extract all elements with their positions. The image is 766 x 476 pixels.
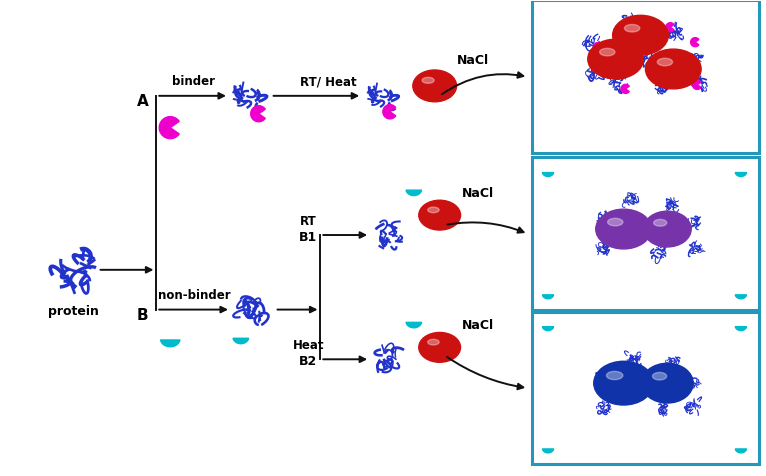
Ellipse shape <box>653 219 666 226</box>
Text: protein: protein <box>48 305 100 318</box>
Polygon shape <box>542 327 554 330</box>
Wedge shape <box>383 105 396 119</box>
Polygon shape <box>735 449 747 453</box>
Ellipse shape <box>588 39 643 79</box>
Polygon shape <box>542 173 554 177</box>
Text: B1: B1 <box>300 230 318 244</box>
Polygon shape <box>161 340 180 347</box>
Bar <box>532 312 759 464</box>
Text: RT/ Heat: RT/ Heat <box>300 75 357 89</box>
Wedge shape <box>691 38 699 47</box>
Polygon shape <box>233 338 249 344</box>
Ellipse shape <box>641 363 693 403</box>
Polygon shape <box>735 173 747 177</box>
Polygon shape <box>735 295 747 299</box>
Ellipse shape <box>653 372 666 380</box>
Ellipse shape <box>413 70 457 102</box>
Ellipse shape <box>643 211 691 247</box>
Text: RT: RT <box>300 215 317 228</box>
Text: binder: binder <box>172 75 214 89</box>
Wedge shape <box>593 42 601 51</box>
Polygon shape <box>542 449 554 453</box>
Wedge shape <box>666 23 674 32</box>
Text: non-binder: non-binder <box>158 289 231 302</box>
Wedge shape <box>250 106 265 122</box>
Ellipse shape <box>607 371 623 380</box>
Text: B: B <box>136 308 149 323</box>
Ellipse shape <box>427 339 439 345</box>
Text: NaCl: NaCl <box>461 187 493 200</box>
Ellipse shape <box>427 207 439 213</box>
Ellipse shape <box>646 49 701 89</box>
Ellipse shape <box>607 218 623 226</box>
Text: B2: B2 <box>300 355 318 368</box>
Text: A: A <box>136 94 149 109</box>
Polygon shape <box>542 295 554 299</box>
Wedge shape <box>621 84 630 93</box>
Bar <box>532 158 759 309</box>
Ellipse shape <box>613 15 668 55</box>
Text: NaCl: NaCl <box>461 319 493 332</box>
Ellipse shape <box>594 361 653 405</box>
Polygon shape <box>406 322 421 328</box>
Bar <box>532 0 759 152</box>
Text: Heat: Heat <box>293 339 324 352</box>
Wedge shape <box>159 117 179 139</box>
Ellipse shape <box>600 48 615 56</box>
Ellipse shape <box>624 24 640 32</box>
Text: NaCl: NaCl <box>457 53 489 67</box>
Ellipse shape <box>419 332 460 362</box>
Polygon shape <box>735 327 747 330</box>
Ellipse shape <box>422 77 434 83</box>
Ellipse shape <box>596 209 651 249</box>
Ellipse shape <box>419 200 460 230</box>
Ellipse shape <box>657 58 673 66</box>
Polygon shape <box>406 190 421 196</box>
Wedge shape <box>692 80 701 89</box>
